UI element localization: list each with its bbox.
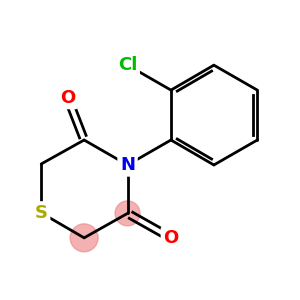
Text: O: O — [60, 88, 75, 106]
Text: Cl: Cl — [118, 56, 137, 74]
Text: O: O — [163, 229, 178, 247]
Text: N: N — [120, 156, 135, 174]
Circle shape — [115, 201, 140, 226]
Circle shape — [70, 224, 98, 252]
Text: S: S — [35, 204, 48, 222]
